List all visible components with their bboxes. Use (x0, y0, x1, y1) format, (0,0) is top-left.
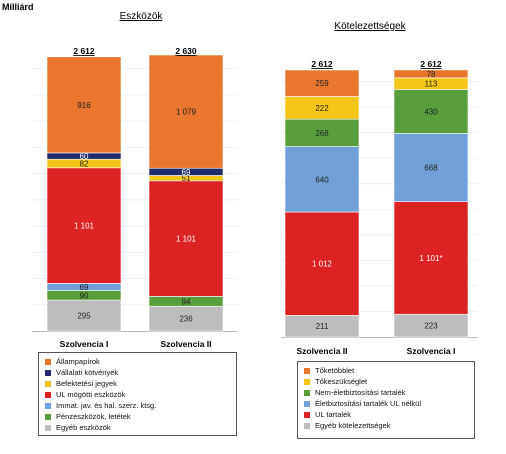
bar-segment (284, 118, 360, 147)
data-label: 51 (182, 174, 191, 183)
data-label: 1 101 (176, 235, 197, 244)
liabilities-chart: Kötelezettségek 211 1 012 640 268 222 259 2 612… (281, 21, 478, 356)
legend-label: Befektetési jegyek (56, 379, 117, 388)
bar-segment (46, 299, 122, 332)
total-label: 2 612 (311, 59, 333, 69)
liabilities-legend: Tőketöbblet Tőkeszükséglet Nem-életbiztosí… (297, 361, 475, 439)
legend-label: Nem-életbiztosítási tartalék (315, 388, 406, 397)
legend-label: Tőketöbblet (315, 366, 355, 375)
category-tick-label: Szolvencia I (60, 339, 109, 349)
bar-segment (46, 167, 122, 284)
total-label: 2 630 (175, 46, 197, 56)
category-tick-label: Szolvencia II (160, 339, 211, 349)
legend-label: Életbiztosítási tartalék UL nélkül (315, 399, 422, 408)
data-label: 69 (182, 168, 191, 177)
legend-swatch (304, 411, 310, 418)
data-label: 1 101 (74, 222, 95, 231)
data-label: 82 (80, 160, 89, 169)
chart-title: Eszközök (120, 11, 164, 22)
legend-item: Vállalati kötvények (45, 367, 118, 378)
total-label: 2 612 (73, 46, 95, 56)
legend-swatch (304, 367, 310, 374)
assets-legend: Állampapírok Vállalati kötvények Befekteté… (38, 352, 237, 436)
data-label: 94 (182, 297, 191, 306)
legend-item: Pénzeszközök, letétek (45, 411, 131, 422)
legend-label: Pénzeszközök, letétek (56, 412, 131, 421)
chart-title: Kötelezettségek (334, 21, 406, 32)
legend-label: Immat. jav. és hal. szerz. ktsg. (56, 401, 157, 410)
legend-label: UL mögötti eszközök (56, 390, 126, 399)
data-label: 916 (77, 101, 91, 110)
bar-segment (46, 56, 122, 154)
legend-item: Tőkeszükséglet (304, 376, 367, 387)
data-label: 69 (80, 283, 89, 292)
legend-swatch (45, 358, 51, 365)
bar-segment (284, 69, 360, 97)
legend-swatch (45, 369, 51, 376)
bar-segment (148, 305, 224, 332)
legend-swatch (304, 389, 310, 396)
data-label: 113 (425, 80, 438, 89)
data-label: 1 101* (419, 254, 442, 263)
bar-segment (393, 133, 469, 202)
legend-swatch (304, 400, 310, 407)
legend-item: Immat. jav. és hal. szerz. ktsg. (45, 400, 156, 411)
data-label: 1 079 (176, 108, 197, 117)
category-tick-label: Szolvencia II (296, 346, 347, 356)
category-tick-label: Szolvencia I (407, 346, 456, 356)
legend-label: Egyéb eszközök (56, 423, 111, 432)
bar-segment (284, 146, 360, 213)
legend-item: Életbiztosítási tartalék UL nélkül (304, 398, 421, 409)
legend-item: UL tartalék (304, 409, 351, 420)
data-label: 668 (424, 164, 438, 173)
legend-swatch (45, 391, 51, 398)
data-label: 268 (315, 129, 329, 138)
legend-label: Tőkeszükséglet (315, 377, 368, 386)
legend-item: Befektetési jegyek (45, 378, 117, 389)
data-label: 223 (424, 322, 438, 331)
legend-swatch (304, 378, 310, 385)
legend-label: UL tartalék (315, 410, 351, 419)
legend-label: Egyéb kötelezettségek (315, 421, 391, 430)
bar-segment (393, 89, 469, 134)
legend-swatch (45, 380, 51, 387)
legend-item: Egyéb kötelezettségek (304, 420, 390, 431)
unit-label: Milliárd (2, 2, 34, 12)
legend-item: Nem-életbiztosítási tartalék (304, 387, 405, 398)
legend-label: Állampapírok (56, 357, 100, 366)
data-label: 222 (315, 104, 329, 113)
data-label: 295 (77, 312, 91, 321)
data-label: 640 (315, 175, 329, 184)
data-label: 430 (424, 107, 438, 116)
legend-swatch (45, 424, 51, 431)
bar-segment (284, 211, 360, 316)
legend-item: UL mögötti eszközök (45, 389, 125, 400)
data-label: 60 (80, 152, 89, 161)
data-label: 211 (316, 322, 329, 331)
legend-swatch (304, 422, 310, 429)
data-label: 1 012 (312, 260, 333, 269)
data-label: 78 (427, 70, 436, 79)
bar-segment (148, 54, 224, 169)
data-label: 90 (80, 291, 89, 300)
bar-segment (393, 201, 469, 315)
legend-item: Állampapírok (45, 356, 100, 367)
bar-segment (393, 69, 469, 79)
legend-item: Egyéb eszközök (45, 422, 111, 433)
legend-swatch (45, 413, 51, 420)
data-label: 236 (179, 315, 193, 324)
legend-label: Vállalati kötvények (56, 368, 119, 377)
legend-item: Tőketöbblet (304, 365, 354, 376)
data-label: 259 (315, 79, 329, 88)
total-label: 2 612 (420, 59, 442, 69)
legend-swatch (45, 402, 51, 409)
